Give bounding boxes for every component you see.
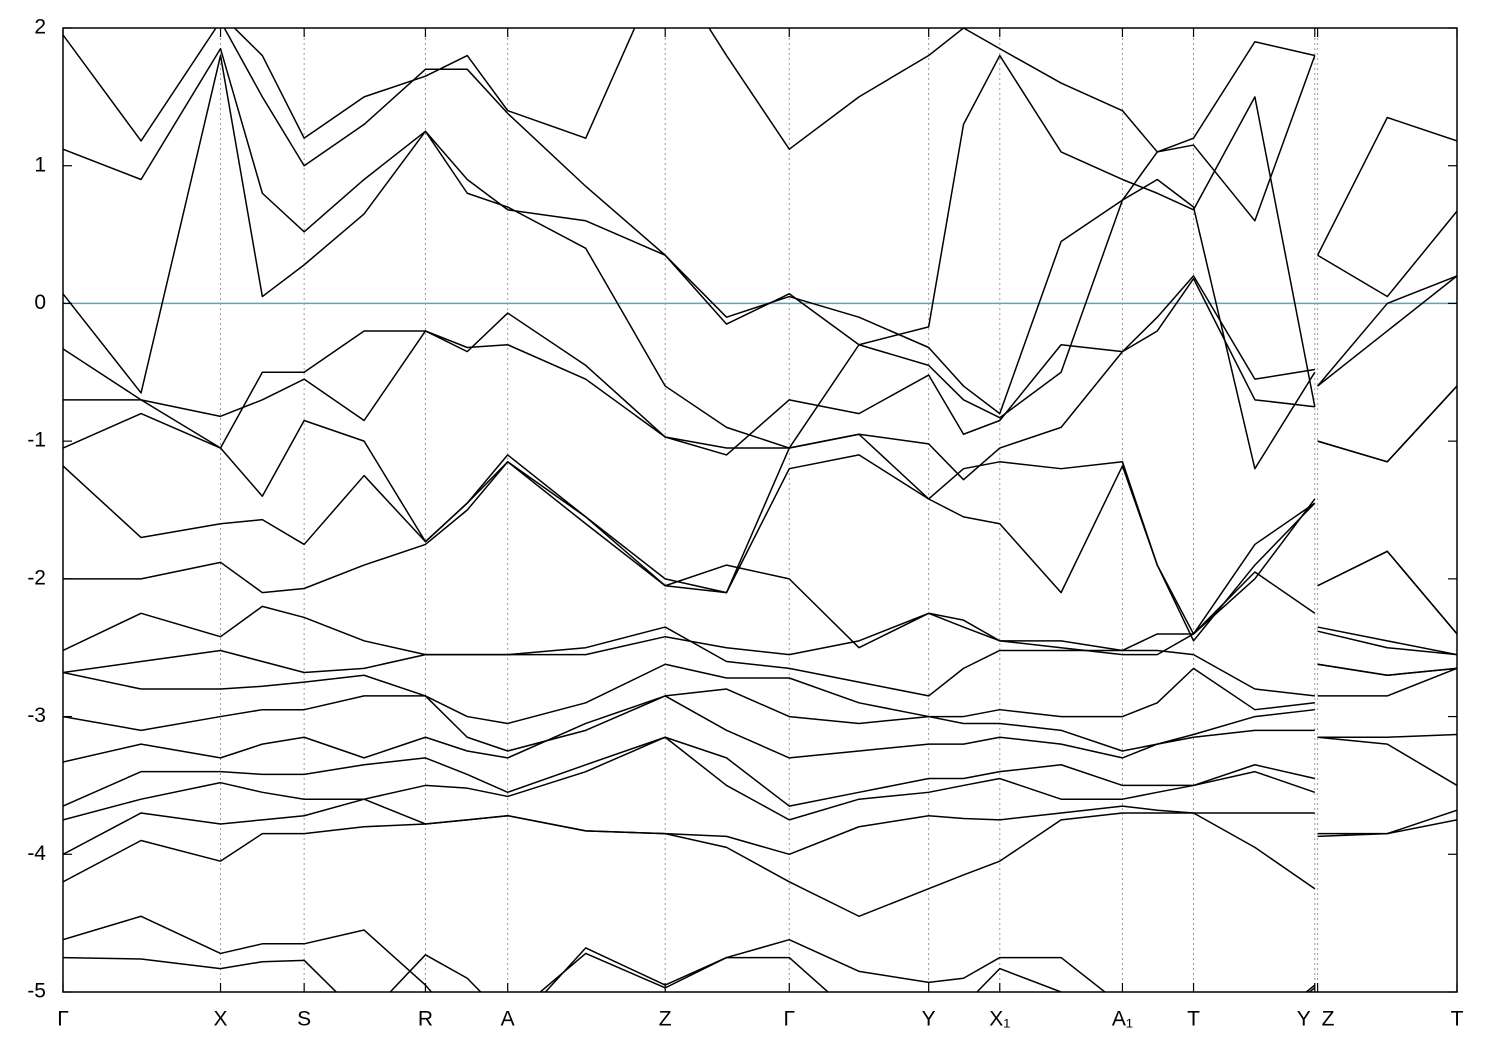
y-tick-label: 1 [34, 153, 46, 176]
band-line [63, 54, 1457, 470]
y-tick-label: -4 [27, 842, 46, 865]
band-line [63, 915, 1316, 992]
band-line [63, 275, 1457, 481]
x-tick-label: Y [1297, 1008, 1311, 1031]
x-tick-label: X [214, 1008, 228, 1031]
x-tick-label: X₁ [989, 1008, 1010, 1031]
band-line [63, 663, 1457, 763]
y-tick-label: 0 [34, 291, 46, 314]
x-tick-label: R [418, 1008, 433, 1031]
grid [62, 28, 1458, 992]
band-line [63, 809, 1457, 918]
x-tick-label: A [501, 1008, 515, 1031]
band-line [63, 626, 1457, 697]
band-line [233, 28, 1315, 153]
x-tick-label: T [1187, 1008, 1200, 1031]
x-tick-label: Z [659, 1008, 672, 1031]
band-line [63, 571, 1457, 656]
band-line [63, 412, 1457, 642]
band-line [63, 47, 1457, 407]
y-tick-label: -2 [27, 566, 46, 589]
x-tick-label: S [297, 1008, 311, 1031]
bands [63, 28, 1457, 992]
x-tick-label: Z [1322, 1008, 1335, 1031]
band-line [63, 667, 1457, 807]
band-line [63, 275, 1457, 463]
plot-frame [62, 27, 1458, 993]
band-line [63, 663, 1457, 787]
band-line [63, 733, 1457, 821]
band-line [63, 461, 1457, 652]
y-tick-label: -1 [27, 429, 46, 452]
y-tick-label: -5 [27, 980, 46, 1003]
band-line [63, 385, 1457, 635]
band-line [63, 798, 1457, 856]
band-line [63, 938, 1320, 992]
x-tick-label: Γ [57, 1008, 69, 1031]
y-tick-label: -3 [27, 704, 46, 727]
x-tick-label: T [1451, 1008, 1464, 1031]
x-tick-label: A₁ [1112, 1008, 1133, 1031]
x-tick-label: Y [922, 1008, 936, 1031]
x-tick-label: Γ [783, 1008, 795, 1031]
y-tick-label: 2 [34, 16, 46, 39]
band-line [63, 626, 1457, 752]
band-line [63, 28, 1457, 415]
